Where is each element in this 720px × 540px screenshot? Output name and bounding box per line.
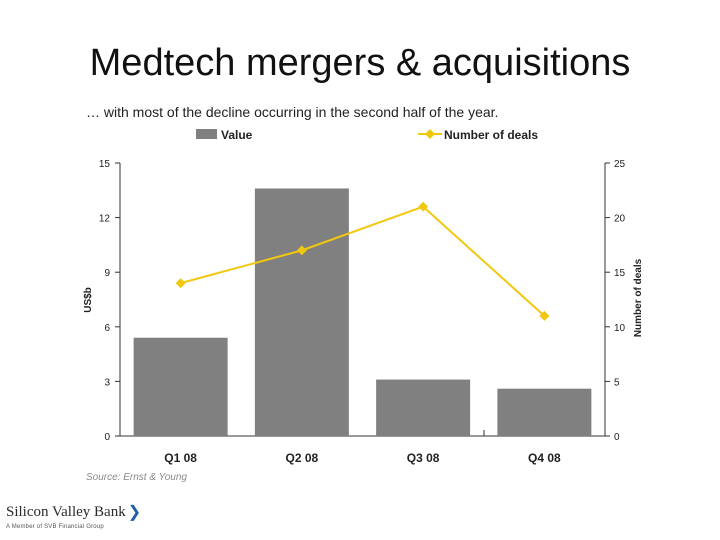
y-tick-label-right: 5 <box>614 377 620 388</box>
y-tick-label-left: 9 <box>104 268 110 279</box>
legend-label-deals: Number of deals <box>444 128 538 142</box>
slide-subtitle: … with most of the decline occurring in … <box>86 104 499 120</box>
y-tick-label-left: 0 <box>104 432 110 443</box>
legend-marker-deals <box>425 129 435 139</box>
chevron-right-icon: ❯ <box>127 504 142 521</box>
bar <box>497 388 592 436</box>
y-tick-label-left: 3 <box>104 377 110 388</box>
y-tick-label-right: 20 <box>614 214 626 225</box>
line-point <box>296 245 307 256</box>
x-tick-label: Q1 08 <box>164 451 197 465</box>
bar <box>376 379 471 436</box>
y-tick-label-right: 25 <box>614 159 626 170</box>
x-tick-label: Q3 08 <box>407 451 440 465</box>
bar <box>254 188 349 436</box>
line-point <box>175 278 186 289</box>
line-point <box>539 310 550 321</box>
y-tick-label-left: 15 <box>99 159 111 170</box>
y-tick-label-left: 6 <box>104 323 110 334</box>
y-tick-label-right: 15 <box>614 268 626 279</box>
series-line-deals <box>180 205 546 317</box>
legend-label-value: Value <box>221 128 253 142</box>
y-tick-label-right: 0 <box>614 432 620 443</box>
x-tick-label: Q4 08 <box>528 451 561 465</box>
logo-name: Silicon Valley Bank <box>6 503 126 520</box>
line-point <box>418 201 429 212</box>
y-axis-title-right: Number of deals <box>633 258 644 337</box>
legend-swatch-value <box>196 129 217 139</box>
slide-title: Medtech mergers & acquisitions <box>89 42 631 84</box>
source-note: Source: Ernst & Young <box>86 472 187 483</box>
bar <box>133 337 228 436</box>
y-tick-label-right: 10 <box>614 323 626 334</box>
logo-tagline: A Member of SVB Financial Group <box>6 524 104 530</box>
x-tick-label: Q2 08 <box>286 451 319 465</box>
y-tick-label-left: 12 <box>99 214 111 225</box>
logo: Silicon Valley Bank ❯ A Member of SVB Fi… <box>6 502 142 531</box>
y-axis-title-left: US$b <box>83 287 94 313</box>
